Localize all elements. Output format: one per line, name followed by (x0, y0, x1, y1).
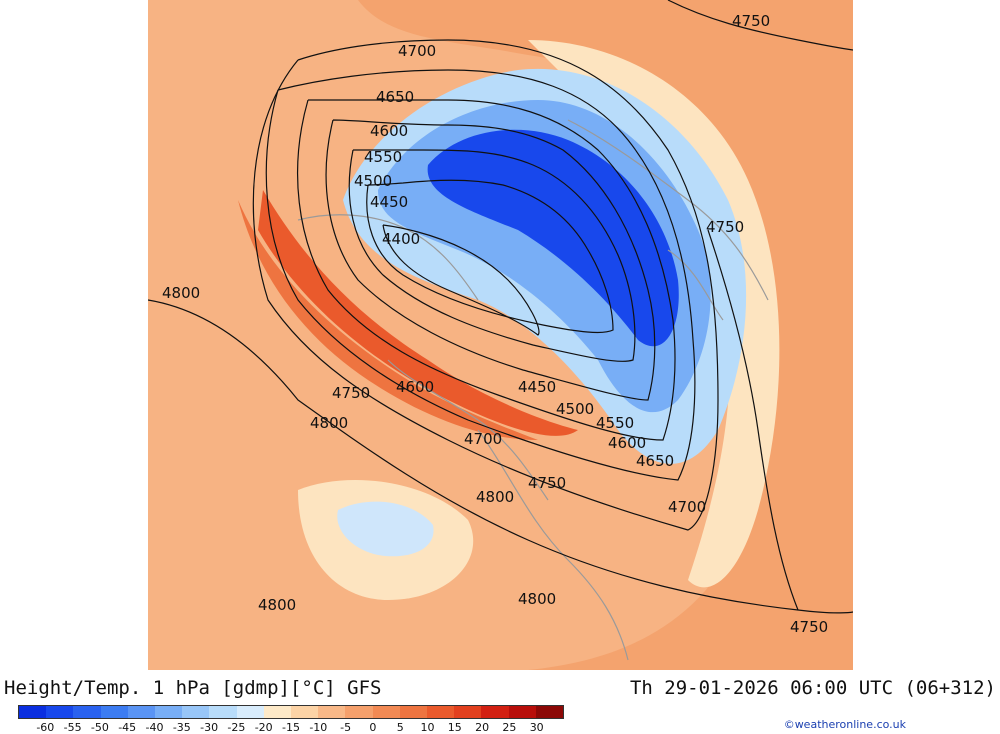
contour-4750-east (707, 229, 799, 611)
colorbar-swatch (182, 706, 210, 718)
contour-label: 4750 (332, 384, 370, 402)
colorbar-swatch (19, 706, 47, 718)
contour-label: 4400 (382, 230, 420, 248)
contour-label: 4600 (608, 434, 646, 452)
colorbar-swatch (481, 706, 509, 718)
temp-region-warm-band-2 (238, 200, 538, 440)
temp-region-lightblue-south (337, 501, 434, 557)
contour-label: 4500 (354, 172, 392, 190)
contour-label: 4750 (790, 618, 828, 636)
colorbar-label: -20 (254, 721, 273, 734)
colorbar-swatch (454, 706, 482, 718)
colorbar-swatch (263, 706, 292, 718)
contour-label: 4750 (706, 218, 744, 236)
colorbar-swatch (46, 706, 74, 718)
colorbar-label: 20 (475, 721, 490, 734)
contour-label: 4600 (370, 122, 408, 140)
colorbar-labels: -60 -55 -50 -45 -40 -35 -30 -25 -20 -15 -10 -5 0 5 10 1… (18, 721, 564, 734)
contour-label: 4700 (464, 430, 502, 448)
colorbar-swatch (73, 706, 101, 718)
colorbar-label: -5 (340, 721, 352, 734)
colorbar-label: 25 (502, 721, 517, 734)
height-contours (148, 0, 853, 614)
contour-label: 4550 (596, 414, 634, 432)
colorbar-label: 15 (447, 721, 462, 734)
colorbar-label: -50 (90, 721, 109, 734)
temp-region-cream-east (528, 40, 780, 588)
colorbar-swatch (508, 706, 536, 718)
temp-region-cold-core (427, 129, 679, 347)
contour-label: 4700 (668, 498, 706, 516)
chart-title: Height/Temp. 1 hPa [gdmp][°C] GFS (4, 677, 382, 699)
contour-label: 4800 (310, 414, 348, 432)
colorbar-label: 30 (529, 721, 544, 734)
contour-label: 4750 (732, 12, 770, 30)
contour-label: 4800 (258, 596, 296, 614)
contour-label: 4450 (370, 193, 408, 211)
colorbar-swatch (427, 706, 455, 718)
colorbar-label: -10 (309, 721, 328, 734)
colorbar-label: -60 (36, 721, 55, 734)
contour-label: 4550 (364, 148, 402, 166)
colorbar-swatch (291, 706, 319, 718)
colorbar-label: 5 (396, 721, 404, 734)
contour-labels: 4700 4650 4600 4550 4500 4450 4400 4800 … (162, 12, 828, 636)
contour-label: 4700 (398, 42, 436, 60)
colorbar-swatch (155, 706, 183, 718)
contour-label: 4800 (162, 284, 200, 302)
contour-4750 (252, 39, 719, 531)
colorbar-swatch (318, 706, 346, 718)
colorbar-swatch (100, 706, 128, 718)
colorbar-swatch (236, 706, 264, 718)
height-temperature-map: 4700 4650 4600 4550 4500 4450 4400 4800 … (148, 0, 853, 670)
colorbar-swatch (127, 706, 156, 718)
colorbar-label: -35 (172, 721, 191, 734)
temperature-colorbar (18, 705, 564, 719)
contour-label: 4650 (636, 452, 674, 470)
colorbar-label: -40 (145, 721, 164, 734)
contour-label: 4450 (518, 378, 556, 396)
colorbar-label: -25 (227, 721, 246, 734)
colorbar-swatch (345, 706, 373, 718)
contour-label: 4500 (556, 400, 594, 418)
contour-label: 4800 (518, 590, 556, 608)
colorbar-label: -15 (282, 721, 300, 734)
credit-link[interactable]: ©weatheronline.co.uk (783, 718, 906, 731)
colorbar-swatch (535, 706, 564, 718)
contour-label: 4650 (376, 88, 414, 106)
colorbar-swatch (209, 706, 237, 718)
colorbar-swatch (372, 706, 400, 718)
colorbar-label: 0 (369, 721, 377, 734)
contour-label: 4750 (528, 474, 566, 492)
colorbar-label: -45 (118, 721, 137, 734)
contour-label: 4600 (396, 378, 434, 396)
valid-time: Th 29-01-2026 06:00 UTC (06+312) (629, 677, 996, 699)
contour-4800-east (667, 0, 853, 51)
colorbar-label: -30 (200, 721, 219, 734)
colorbar-label: 10 (420, 721, 435, 734)
contour-label: 4800 (476, 488, 514, 506)
colorbar-label: -55 (63, 721, 82, 734)
colorbar-swatch (399, 706, 428, 718)
